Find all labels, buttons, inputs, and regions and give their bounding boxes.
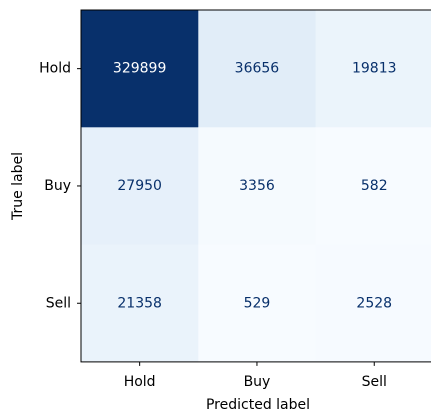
cell-value: 582 xyxy=(361,178,388,194)
x-tick-label: Buy xyxy=(244,374,271,390)
x-tick-label: Hold xyxy=(124,374,156,390)
heatmap-cell xyxy=(315,127,431,246)
cell-value: 2528 xyxy=(356,295,392,311)
cell-value: 19813 xyxy=(352,61,397,77)
heatmap-cell xyxy=(198,127,317,246)
cell-value: 529 xyxy=(244,295,271,311)
heatmap-cell xyxy=(198,10,317,128)
x-axis-label: Predicted label xyxy=(206,397,310,413)
cell-value: 21358 xyxy=(117,295,162,311)
cell-value: 329899 xyxy=(113,61,166,77)
heatmap-cell xyxy=(81,127,199,246)
y-axis-label: True label xyxy=(10,152,26,221)
heatmap-cell xyxy=(315,244,431,363)
heatmap-cell xyxy=(81,244,199,363)
heatmap-cell xyxy=(81,10,199,128)
y-tick-label: Sell xyxy=(46,295,71,311)
heatmap-cell xyxy=(315,10,431,128)
heatmap-cell xyxy=(198,244,317,363)
y-tick-label: Hold xyxy=(39,61,71,77)
x-tick-label: Sell xyxy=(362,374,387,390)
cell-value: 3356 xyxy=(239,178,275,194)
cell-value: 27950 xyxy=(117,178,162,194)
y-tick-label: Buy xyxy=(44,178,71,194)
cell-value: 36656 xyxy=(235,61,280,77)
